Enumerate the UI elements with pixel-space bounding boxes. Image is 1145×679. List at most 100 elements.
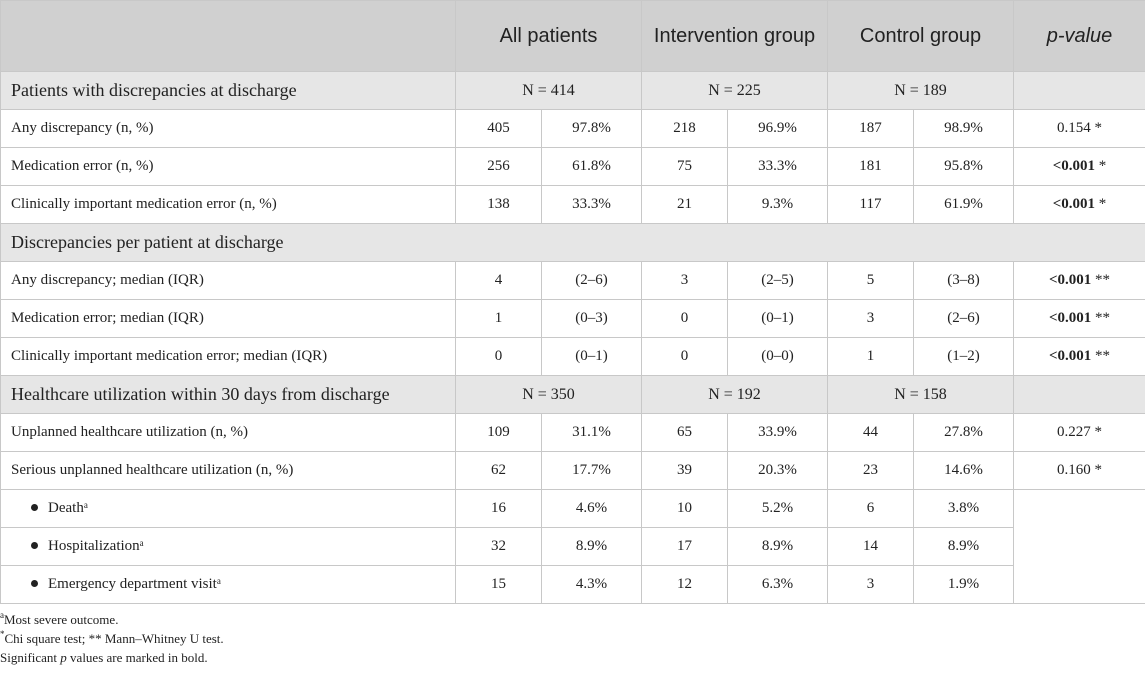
row-label-text: Any discrepancy; median (IQR): [11, 272, 204, 288]
header-all-patients: All patients: [455, 0, 642, 72]
cell-value: (0–3): [541, 299, 642, 338]
footnote-ref: a: [139, 538, 144, 548]
cell-value: 4.6%: [541, 489, 642, 528]
row-label-text: Hospitalization: [48, 538, 140, 554]
pvalue-test-mark: **: [1095, 348, 1111, 364]
bullet-icon: [31, 504, 38, 512]
footnote-tests: *Chi square test; ** Mann–Whitney U test…: [0, 629, 224, 647]
cell-value: 98.9%: [913, 109, 1015, 148]
cell-value: 6.3%: [726, 565, 829, 604]
cell-value: 1: [827, 337, 915, 376]
cell-value: 117: [827, 185, 915, 224]
row-label: Clinically important medication error (n…: [0, 185, 456, 224]
cell-value: 6: [827, 489, 915, 528]
pvalue-number: 0.160: [1057, 462, 1091, 478]
pvalue-number: 0.227: [1057, 424, 1091, 440]
row-label: Hospitalizationa: [0, 527, 456, 566]
cell-value: 95.8%: [913, 147, 1015, 186]
section-title: Discrepancies per patient at discharge: [0, 223, 1145, 262]
cell-value: 33.3%: [726, 147, 829, 186]
table-row: Clinically important medication error; m…: [0, 337, 1145, 376]
row-label: Emergency department visita: [0, 565, 456, 604]
table-row: Emergency department visita 15 4.3% 12 6.3% 3…: [0, 565, 1145, 604]
cell-value: 96.9%: [726, 109, 829, 148]
row-label: Unplanned healthcare utilization (n, %): [0, 413, 456, 452]
section-n-all: N = 350: [455, 375, 642, 414]
bullet-icon: [31, 580, 38, 588]
cell-value: (0–1): [541, 337, 642, 376]
section-header-row: Discrepancies per patient at discharge: [0, 223, 1145, 262]
cell-value: 33.3%: [541, 185, 642, 224]
table-row: Medication error; median (IQR) 1 (0–3) 0 (0–…: [0, 299, 1145, 338]
pvalue-test-mark: *: [1098, 196, 1107, 212]
row-label-text: Medication error; median (IQR): [11, 310, 204, 326]
cell-pvalue: <0.001 **: [1013, 299, 1145, 338]
footnotes: aMost severe outcome. *Chi square test; …: [0, 610, 1145, 667]
cell-value: 44: [827, 413, 915, 452]
cell-value: 61.8%: [541, 147, 642, 186]
cell-value: 61.9%: [913, 185, 1015, 224]
section-n-all: N = 414: [455, 71, 642, 110]
cell-value: 109: [455, 413, 542, 452]
section-header-row: Healthcare utilization within 30 days fr…: [0, 375, 1145, 414]
cell-value: (3–8): [913, 261, 1015, 300]
cell-value: 21: [641, 185, 728, 224]
cell-value: 405: [455, 109, 542, 148]
cell-value: 62: [455, 451, 542, 490]
table-body: Patients with discrepancies at discharge…: [0, 71, 1145, 604]
cell-value: 4: [455, 261, 542, 300]
cell-pvalue: <0.001 **: [1013, 337, 1145, 376]
cell-value: 17.7%: [541, 451, 642, 490]
table-row: Deatha 16 4.6% 10 5.2% 6 3.8%: [0, 489, 1145, 604]
row-label: Medication error (n, %): [0, 147, 456, 186]
cell-value: 3: [827, 299, 915, 338]
cell-value: 5.2%: [726, 489, 829, 528]
section-n-int: N = 192: [640, 375, 829, 414]
row-label-text: Emergency department visit: [48, 576, 217, 592]
cell-value: 8.9%: [726, 527, 829, 566]
row-label-text: Medication error (n, %): [11, 158, 154, 174]
cell-value: 3.8%: [913, 489, 1015, 528]
pvalue-test-mark: *: [1094, 120, 1103, 136]
header-control: Control group: [827, 0, 1015, 72]
cell-pvalue: <0.001 *: [1013, 147, 1145, 186]
footnote-a: aMost severe outcome.: [0, 610, 119, 628]
pvalue-number: <0.001: [1048, 272, 1092, 288]
section-title: Healthcare utilization within 30 days fr…: [0, 375, 456, 414]
cell-value: (0–0): [726, 337, 829, 376]
pvalue-test-mark: *: [1098, 158, 1107, 174]
bullet-icon: [31, 542, 38, 550]
cell-value: (2–6): [541, 261, 642, 300]
cell-value: 75: [641, 147, 728, 186]
row-label-text: Unplanned healthcare utilization (n, %): [11, 424, 248, 440]
row-label: Medication error; median (IQR): [0, 299, 456, 338]
cell-value: (2–6): [913, 299, 1015, 338]
row-label-text: Clinically important medication error; m…: [11, 348, 328, 364]
cell-value: 20.3%: [726, 451, 829, 490]
table-row: Unplanned healthcare utilization (n, %) 1…: [0, 413, 1145, 452]
cell-value: 8.9%: [913, 527, 1015, 566]
cell-value: 27.8%: [913, 413, 1015, 452]
cell-pvalue: 0.154 *: [1013, 109, 1145, 148]
pvalue-number: 0.154: [1057, 120, 1091, 136]
cell-pvalue: <0.001 **: [1013, 261, 1145, 300]
cell-pvalue: 0.160 *: [1013, 451, 1145, 490]
header-row: All patients Intervention group Control …: [0, 0, 1145, 72]
header-empty: [0, 0, 456, 72]
cell-value: 0: [455, 337, 542, 376]
cell-value: (2–5): [726, 261, 829, 300]
section-pvalue-empty: [1013, 71, 1145, 110]
cell-value: 181: [827, 147, 915, 186]
cell-value: 0: [641, 337, 728, 376]
pvalue-test-mark: *: [1094, 462, 1103, 478]
pvalue-test-mark: *: [1094, 424, 1103, 440]
cell-pvalue: <0.001 *: [1013, 185, 1145, 224]
pvalue-number: <0.001: [1048, 310, 1092, 326]
section-n-ctrl: N = 158: [827, 375, 1015, 414]
cell-value: 8.9%: [541, 527, 642, 566]
section-header-row: Patients with discrepancies at discharge…: [0, 71, 1145, 110]
cell-value: 3: [827, 565, 915, 604]
cell-value: 0: [641, 299, 728, 338]
row-label-text: Death: [48, 500, 84, 516]
results-table: All patients Intervention group Control …: [0, 0, 1145, 604]
